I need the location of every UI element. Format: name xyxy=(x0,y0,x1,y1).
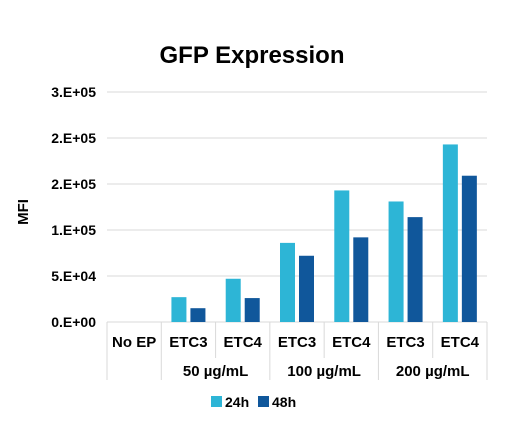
legend-label-24h: 24h xyxy=(225,394,249,410)
bar-48h-6 xyxy=(461,175,477,322)
legend: 24h 48h xyxy=(211,394,296,410)
bar-48h-5 xyxy=(407,217,423,322)
y-tick-label: 2.E+05 xyxy=(51,130,96,146)
y-tick-label: 0.E+00 xyxy=(51,314,96,330)
x-tick-label: ETC4 xyxy=(332,334,371,351)
legend-swatch-24h xyxy=(211,396,222,407)
x-tick-label: ETC3 xyxy=(169,334,207,351)
x-tick-label: ETC4 xyxy=(441,334,480,351)
bar-24h-6 xyxy=(442,144,458,322)
bar-24h-1 xyxy=(171,297,187,322)
y-tick-label: 2.E+05 xyxy=(51,176,96,192)
y-axis-ticks: 0.E+00 5.E+04 1.E+05 2.E+05 2.E+05 3.E+05 xyxy=(51,84,96,330)
bar-48h-1 xyxy=(190,308,206,322)
group-label: 100 µg/mL xyxy=(287,363,361,380)
chart-title: GFP Expression xyxy=(160,42,345,69)
x-tick-label: ETC4 xyxy=(224,334,263,351)
y-tick-label: 3.E+05 xyxy=(51,84,96,100)
y-axis-label: MFI xyxy=(15,199,32,225)
bar-48h-2 xyxy=(244,298,260,322)
group-label: 50 µg/mL xyxy=(183,363,248,380)
bar-24h-3 xyxy=(280,242,295,322)
legend-swatch-48h xyxy=(258,396,269,407)
bar-24h-2 xyxy=(225,278,241,322)
category-table: No EP ETC3 ETC4 ETC3 ETC4 ETC3 ETC4 50 µg/mL 100… xyxy=(106,322,488,380)
group-label: 200 µg/mL xyxy=(396,363,470,380)
bars xyxy=(171,144,477,322)
gridlines xyxy=(107,91,487,323)
x-tick-label: No EP xyxy=(112,334,156,351)
bar-48h-4 xyxy=(353,237,369,322)
bar-24h-4 xyxy=(334,190,350,322)
bar-24h-5 xyxy=(388,201,404,322)
y-tick-label: 1.E+05 xyxy=(51,222,96,238)
x-tick-label: ETC3 xyxy=(278,334,316,351)
y-tick-label: 5.E+04 xyxy=(51,268,96,284)
x-tick-label: ETC3 xyxy=(386,334,424,351)
bar-48h-3 xyxy=(299,255,314,322)
legend-label-48h: 48h xyxy=(272,394,296,410)
